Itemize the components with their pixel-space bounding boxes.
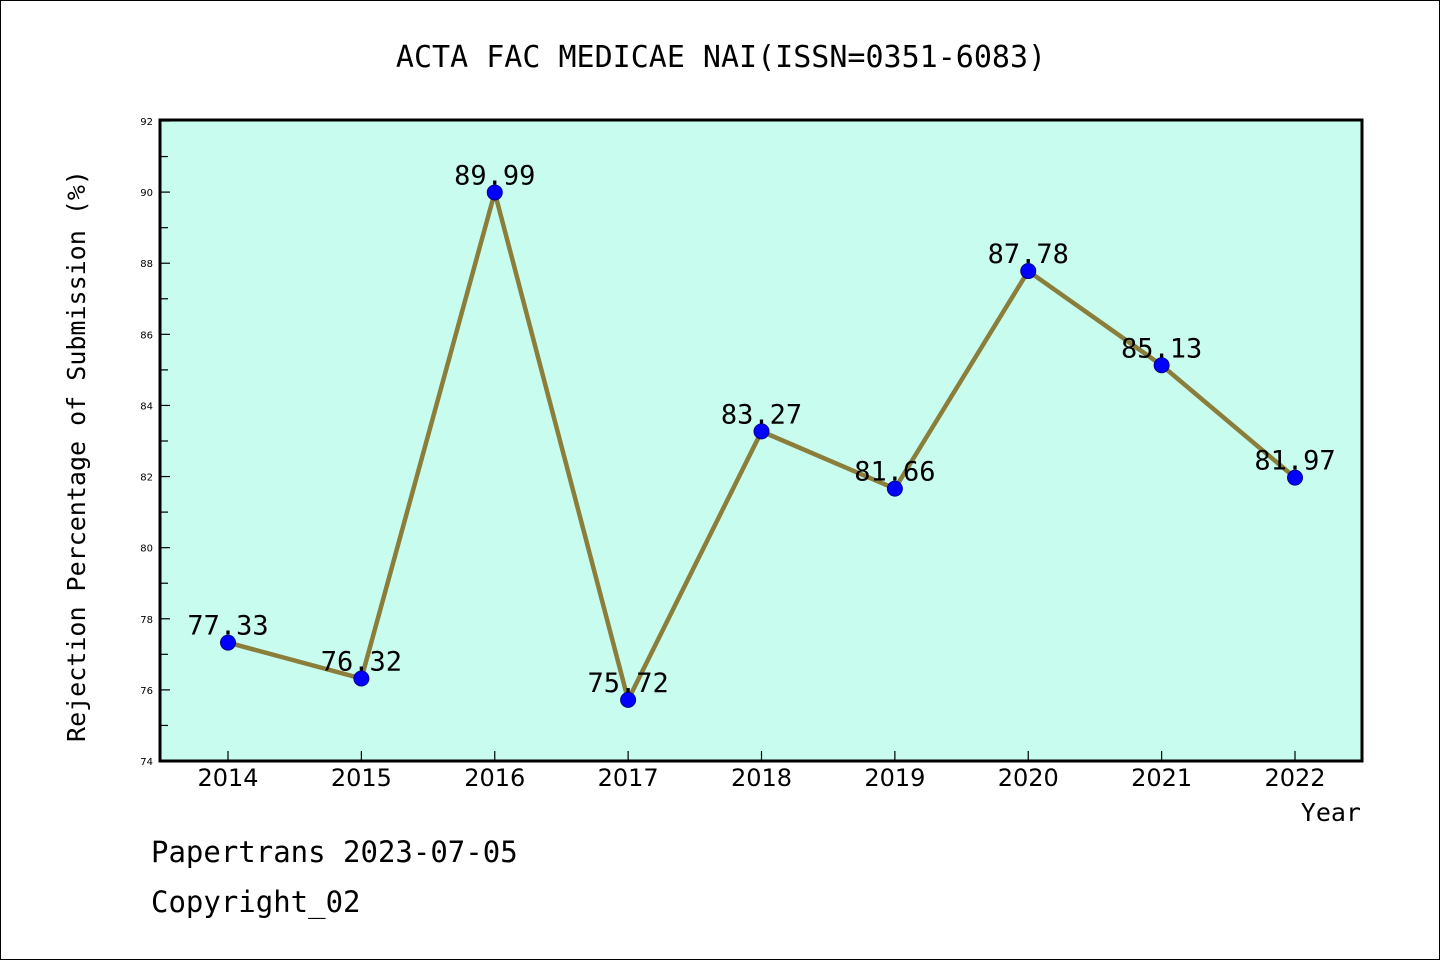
data-point — [620, 691, 637, 708]
x-axis-label: Year — [1301, 798, 1361, 827]
footer-credit: Papertrans 2023-07-05 — [151, 835, 518, 869]
y-tick-label: 76 — [140, 686, 153, 697]
data-label: 76.32 — [321, 647, 402, 678]
y-tick-label: 84 — [140, 401, 153, 412]
y-tick-label: 78 — [140, 615, 153, 626]
x-axis: 2014 2015 2016 2017 2018 2019 2020 2021 2022 — [197, 751, 1326, 792]
data-label: 89.99 — [454, 160, 535, 191]
y-tick-label: 74 — [140, 757, 153, 768]
x-tick-label: 2020 — [998, 764, 1059, 792]
y-tick-label: 90 — [140, 188, 153, 199]
data-point — [486, 184, 503, 201]
y-axis: 74 76 78 80 82 84 86 88 90 92 — [140, 117, 170, 768]
footer-copyright: Copyright_02 — [151, 885, 361, 919]
x-tick-label: 2022 — [1264, 764, 1325, 792]
x-tick-label: 2019 — [864, 764, 925, 792]
data-labels-group: 77.33 76.32 89.99 75.72 83.27 81.66 87.78 85.13… — [187, 160, 1335, 698]
data-label: 75.72 — [587, 668, 668, 699]
chart-title: ACTA FAC MEDICAE NAI(ISSN=0351-6083) — [396, 40, 1046, 75]
data-label: 77.33 — [187, 611, 268, 642]
x-tick-label: 2018 — [731, 764, 792, 792]
data-point — [220, 634, 236, 651]
x-tick-label: 2014 — [197, 764, 258, 792]
y-tick-label: 88 — [140, 259, 153, 270]
plot-area — [158, 118, 1364, 763]
data-label: 81.66 — [854, 457, 935, 488]
y-axis-label: Rejection Percentage of Submission (%) — [62, 170, 91, 742]
data-label: 85.13 — [1121, 333, 1202, 364]
data-point — [353, 670, 370, 687]
x-tick-label: 2015 — [331, 764, 392, 792]
data-label: 81.97 — [1254, 446, 1335, 477]
data-point — [1020, 263, 1037, 280]
data-point — [753, 423, 770, 440]
y-tick-label: 80 — [140, 544, 153, 555]
y-tick-label: 92 — [140, 117, 153, 128]
y-tick-label: 82 — [140, 473, 153, 484]
data-point — [1287, 469, 1303, 486]
series-group — [220, 183, 1303, 708]
y-tick-label: 86 — [140, 330, 153, 341]
x-tick-label: 2016 — [464, 764, 525, 792]
x-tick-label: 2017 — [598, 764, 659, 792]
data-point — [1153, 357, 1170, 374]
data-label: 87.78 — [988, 239, 1069, 270]
x-tick-label: 2021 — [1131, 764, 1192, 792]
data-point — [886, 480, 903, 497]
data-label: 83.27 — [721, 399, 802, 430]
